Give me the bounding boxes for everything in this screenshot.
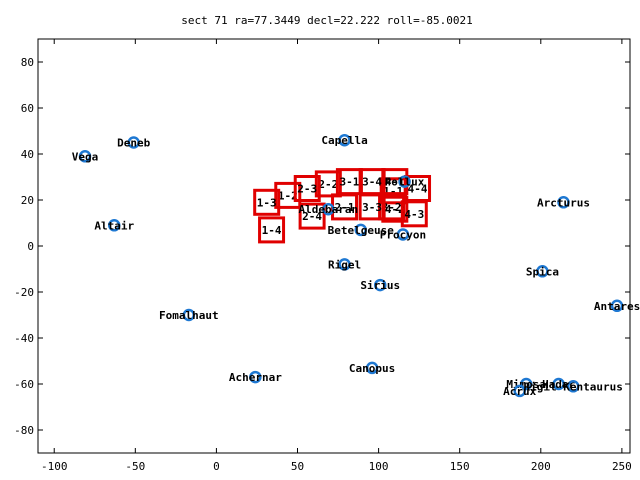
- star-marker: [249, 370, 262, 384]
- y-tick-label: 40: [21, 148, 34, 161]
- star-marker: [107, 219, 121, 232]
- axes: -100 -50 0 50 100 150 200 250 -80 -60 -40 -20 0 20 40 6…: [14, 39, 632, 473]
- star-marker: [78, 150, 92, 163]
- sector-label: 4-3: [404, 208, 424, 221]
- sector-box: [258, 216, 286, 244]
- sector-label: 2-4: [302, 210, 322, 223]
- sector-label: 3-1: [339, 176, 359, 189]
- y-tick-label: -40: [14, 332, 34, 345]
- star-label: Rigel: [328, 258, 361, 271]
- sector-label: 4-2: [385, 203, 405, 216]
- y-tick-label: -20: [14, 286, 34, 299]
- sector-label: 3-3: [362, 201, 382, 214]
- star-marker: [338, 133, 351, 147]
- star-marker: [354, 223, 368, 237]
- sector-label: 2-2: [318, 178, 338, 191]
- sector-label: 1-4: [262, 224, 282, 237]
- sector-label: 2-1: [335, 201, 355, 214]
- sector-label: 2-3: [297, 183, 317, 196]
- star-label: Spica: [526, 265, 559, 278]
- star-label: Sirius: [360, 279, 400, 292]
- sector-boxes: 1-11-21-31-42-12-22-32-43-13-23-33-4 4-14…: [253, 168, 432, 244]
- star-marker: [373, 278, 387, 292]
- sector-box: [293, 175, 321, 202]
- star-marker: [398, 175, 411, 188]
- sector-box: [253, 188, 281, 216]
- star-label: Capella: [321, 134, 367, 147]
- y-tick-label: 80: [21, 56, 34, 69]
- star-marker: [365, 361, 379, 375]
- x-tick-label: 50: [291, 460, 304, 473]
- sector-label: 1-3: [257, 196, 277, 209]
- sector-box: [298, 202, 326, 230]
- star-label: Achernar: [229, 371, 282, 384]
- x-tick-label: 0: [213, 460, 220, 473]
- sector-label: 4-4: [408, 183, 428, 196]
- star-label: Acrux: [503, 385, 536, 398]
- star-marker: [519, 377, 533, 391]
- x-tick-label: 150: [450, 460, 470, 473]
- x-tick-label: 200: [531, 460, 551, 473]
- sector-label: 3-4: [362, 176, 382, 189]
- star-label: Antares: [594, 300, 640, 313]
- star-markers: Vega Deneb Altair Capella Pollux Aldebaran Bet…: [72, 133, 640, 398]
- sector-box: [404, 175, 432, 202]
- x-tick-label: -100: [41, 460, 68, 473]
- star-label: Fomalhaut: [159, 309, 219, 322]
- y-tick-label: 0: [27, 240, 34, 253]
- y-tick-label: -60: [14, 378, 34, 391]
- star-marker: [566, 380, 580, 393]
- y-tick-label: 60: [21, 102, 34, 115]
- sector-label: 3-2: [382, 201, 402, 214]
- star-label: Arcturus: [537, 196, 590, 209]
- y-tick-label: 20: [21, 194, 34, 207]
- sector-label: 1-2: [278, 189, 298, 202]
- star-label: Aldebaran: [299, 203, 359, 216]
- chart-title: sect 71 ra=77.3449 decl=22.222 roll=-85.…: [181, 14, 472, 27]
- y-tick-label: -80: [14, 424, 34, 437]
- sector-box: [381, 195, 409, 223]
- star-marker: [396, 228, 410, 241]
- star-marker: [513, 384, 526, 398]
- sector-box: [274, 181, 302, 209]
- star-marker: [536, 265, 549, 278]
- x-tick-label: -50: [125, 460, 145, 473]
- sector-box: [314, 170, 342, 198]
- x-tick-label: 250: [612, 460, 632, 473]
- star-marker: [557, 196, 570, 209]
- star-label: Altair: [94, 219, 134, 232]
- star-label: Deneb: [117, 137, 150, 150]
- star-label: Betelgeuse: [328, 224, 395, 237]
- star-label: Vega: [72, 150, 99, 163]
- star-marker: [322, 202, 335, 216]
- star-marker: [610, 299, 624, 313]
- star-marker: [127, 136, 140, 149]
- star-marker: [552, 377, 565, 391]
- star-label: Rigil Kentaurus: [524, 380, 623, 393]
- star-label: Pollux: [385, 176, 425, 189]
- star-label: Procyon: [380, 229, 426, 242]
- star-marker: [182, 308, 196, 322]
- star-marker: [338, 258, 351, 271]
- star-label: Canopus: [349, 362, 395, 375]
- x-tick-label: 100: [369, 460, 389, 473]
